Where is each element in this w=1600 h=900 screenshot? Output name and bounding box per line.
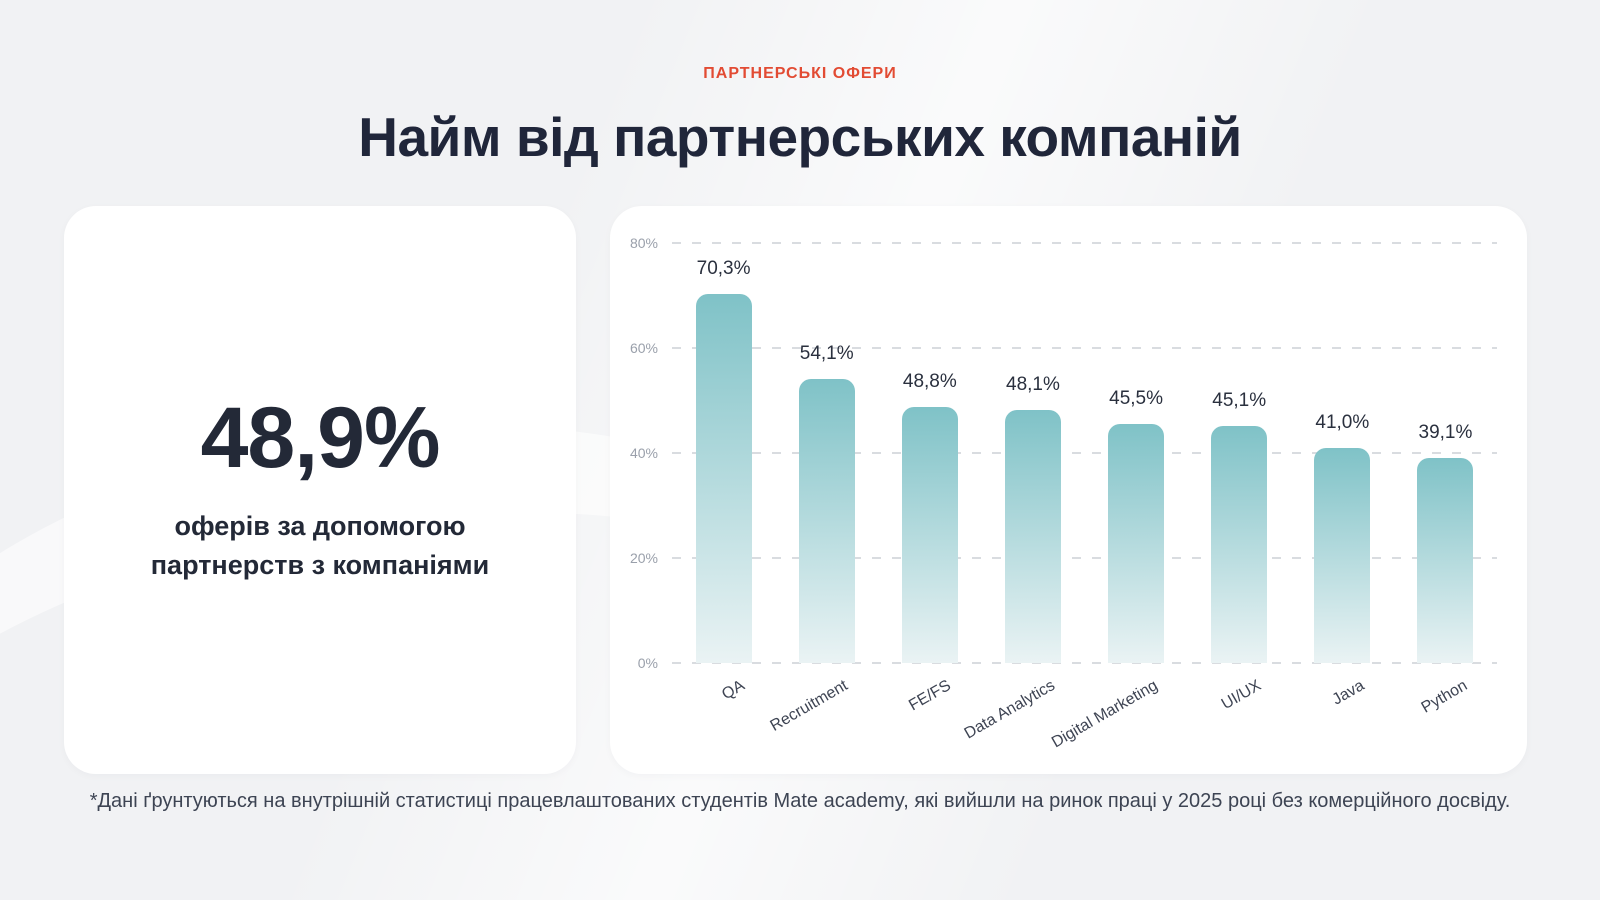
y-axis-tick-40%: 40% — [629, 445, 658, 461]
gridline-0% — [672, 662, 1497, 664]
x-axis-label-Data Analytics: Data Analytics — [961, 677, 1058, 743]
bar-UI/UX — [1211, 426, 1268, 663]
gridline-60% — [672, 347, 1497, 349]
bar-column-Python: 39,1% Python — [1394, 243, 1497, 717]
bar-column-FE/FS: 48,8% FE/FS — [878, 243, 981, 714]
stat-caption: оферів за допомогою партнерств з компані… — [150, 510, 490, 580]
x-axis-label-FE/FS: FE/FS — [906, 677, 955, 715]
gridline-40% — [672, 452, 1497, 454]
bar-column-Data Analytics: 48,1% Data Analytics — [961, 243, 1084, 742]
bar-column-Digital Marketing: 45,5% Digital Marketing — [1049, 243, 1188, 751]
y-axis-tick-80%: 80% — [629, 235, 658, 251]
stat-value: 48,9% — [200, 389, 441, 486]
eyebrow-label: ПАРТНЕРСЬКІ ОФЕРИ — [703, 65, 897, 82]
gridline-80% — [672, 242, 1497, 244]
bar-column-Recruitment: 54,1% Recruitment — [768, 243, 878, 735]
x-axis-label-Digital Marketing: Digital Marketing — [1048, 677, 1161, 752]
y-axis-tick-60%: 60% — [629, 340, 658, 356]
x-axis-label-Java: Java — [1329, 677, 1367, 709]
bar-column-QA: 70,3% QA — [672, 243, 775, 703]
bar-value-label-Data Analytics: 48,1% — [1006, 374, 1060, 396]
bar-QA — [695, 293, 752, 663]
x-axis-label-QA: QA — [719, 677, 749, 704]
bar-column-UI/UX: 45,1% UI/UX — [1188, 243, 1291, 713]
x-axis-label-Python: Python — [1418, 677, 1470, 717]
bar-value-label-Python: 39,1% — [1418, 421, 1473, 443]
bar-columns: 70,3% QA 54,1% Recruitment 48,8% FE/FS 48,1% Da… — [672, 243, 1497, 751]
gridline-20% — [672, 557, 1497, 559]
chart-card: 0% 20% 40% 60% 80% 70,3% QA 54,1% Recruitment 48,… — [610, 206, 1527, 774]
y-axis-tick-0%: 0% — [637, 655, 658, 671]
page-title: Найм від партнерських компаній — [358, 106, 1242, 168]
x-axis-label-Recruitment: Recruitment — [767, 677, 852, 735]
bar-Python — [1417, 457, 1474, 663]
footnote: *Дані ґрунтуються на внутрішній статисти… — [89, 790, 1511, 812]
bar-value-label-UI/UX: 45,1% — [1212, 390, 1267, 412]
bar-value-label-Digital Marketing: 45,5% — [1109, 388, 1163, 410]
bar-value-label-Recruitment: 54,1% — [799, 342, 854, 364]
bar-column-Java: 41,0% Java — [1291, 243, 1394, 709]
y-axis-tick-20%: 20% — [629, 550, 658, 566]
bar-Recruitment — [798, 378, 855, 663]
bar-value-label-Java: 41,0% — [1315, 411, 1370, 433]
bar-Digital Marketing — [1108, 424, 1165, 663]
bar-value-label-FE/FS: 48,8% — [902, 370, 957, 392]
bar-value-label-QA: 70,3% — [696, 257, 751, 279]
bar-FE/FS — [901, 406, 958, 663]
x-axis-label-UI/UX: UI/UX — [1218, 677, 1264, 714]
bar-Data Analytics — [1004, 410, 1061, 663]
stat-card: 48,9% оферів за допомогою партнерств з к… — [64, 206, 576, 774]
bar-Java — [1314, 447, 1371, 663]
bar-chart-plot-area: 0% 20% 40% 60% 80% 70,3% QA 54,1% Recruitment 48,… — [630, 235, 1497, 751]
